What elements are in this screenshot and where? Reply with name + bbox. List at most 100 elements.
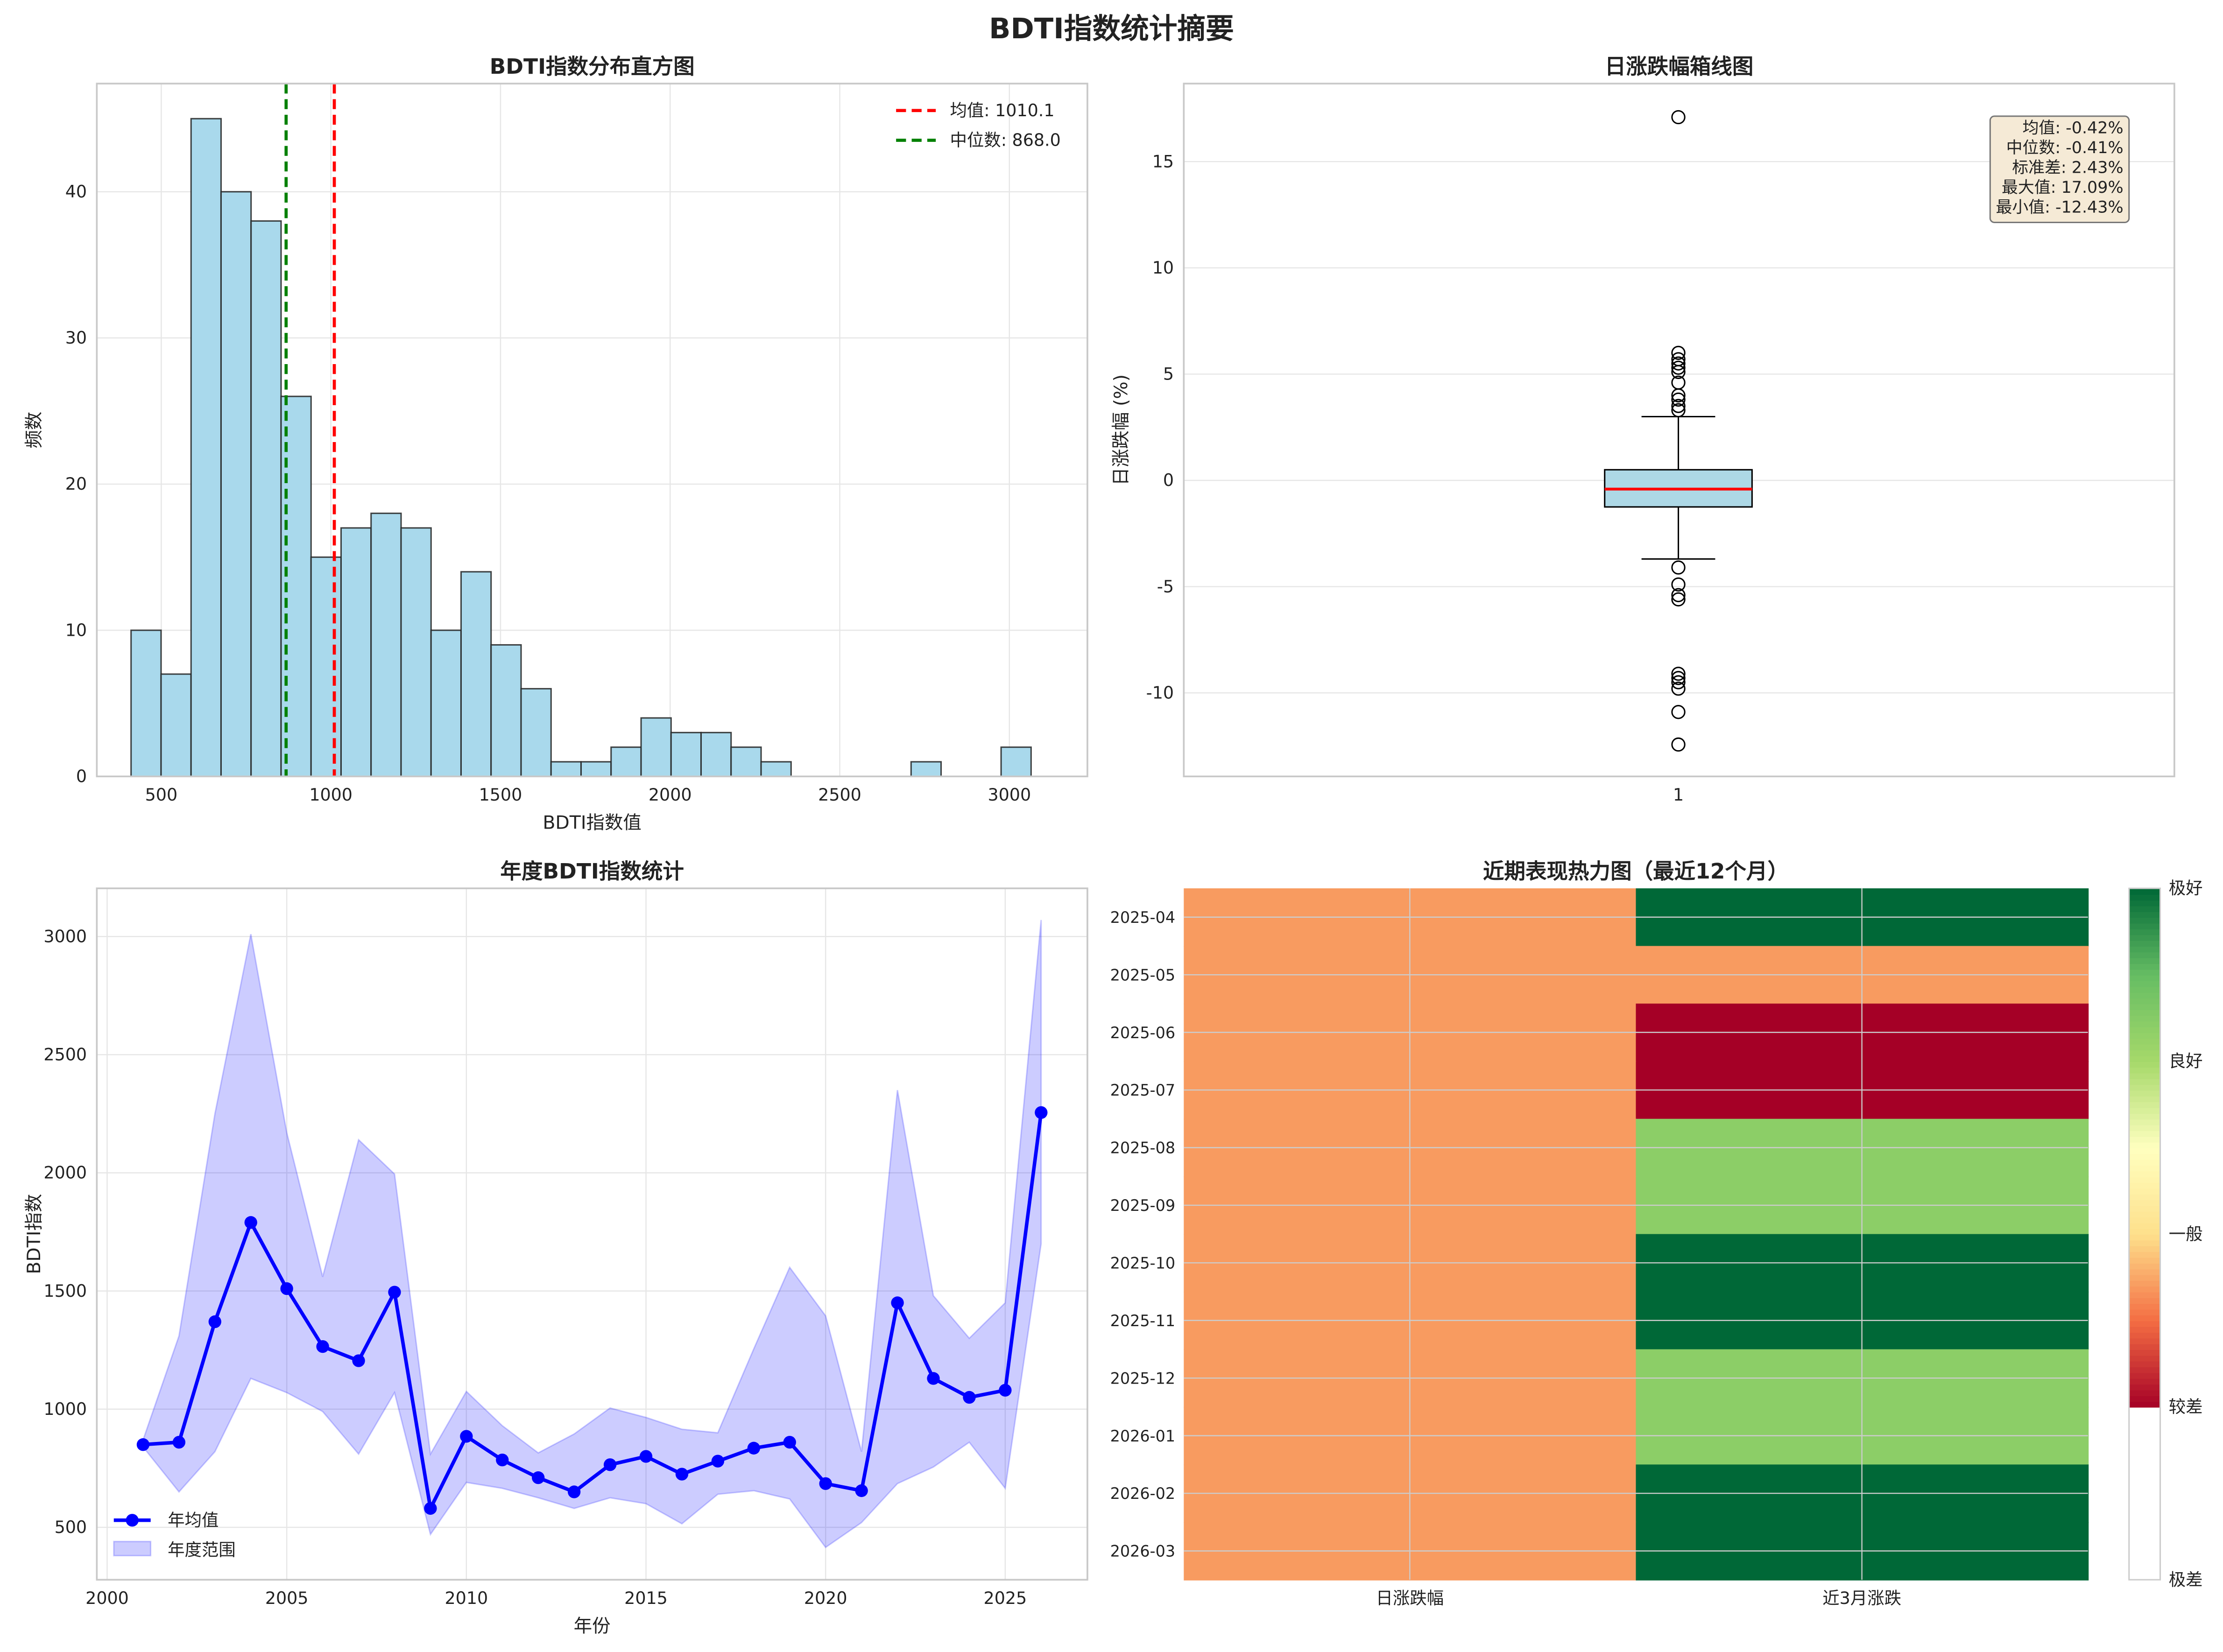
plot-area <box>97 888 1087 1580</box>
histogram-bar <box>340 527 372 777</box>
colorbar-segment <box>2129 1020 2160 1027</box>
colorbar-segment <box>2129 969 2160 976</box>
outlier-point <box>1671 356 1686 371</box>
colorbar-segment <box>2129 1522 2160 1529</box>
y-tick-label: 1000 <box>43 1399 87 1419</box>
histogram-bar <box>700 731 732 777</box>
y-tick-label: 10 <box>65 620 87 640</box>
colorbar-segment <box>2129 1136 2160 1143</box>
colorbar-segment <box>2129 1418 2160 1425</box>
mean-point <box>208 1315 221 1329</box>
colorbar-segment <box>2129 917 2160 924</box>
row-label: 2026-02 <box>1110 1484 1175 1503</box>
y-tick-label: 1500 <box>43 1281 87 1301</box>
colorbar-segment <box>2129 1015 2160 1022</box>
colorbar-segment <box>2129 1153 2160 1160</box>
colorbar-segment <box>2129 1470 2160 1477</box>
colorbar-segment <box>2129 1257 2160 1264</box>
subplot-title: 近期表现热力图（最近12个月） <box>1483 859 1789 884</box>
row-label: 2025-09 <box>1110 1196 1175 1215</box>
colorbar-segment <box>2129 1551 2160 1558</box>
histogram-bar <box>430 629 462 777</box>
colorbar-segment <box>2129 1511 2160 1517</box>
y-tick-label: 10 <box>1152 258 1174 278</box>
histogram-bar <box>310 556 342 777</box>
legend-label: 中位数: 868.0 <box>950 130 1060 150</box>
colorbar-segment <box>2129 1574 2160 1581</box>
y-tick-label: 3000 <box>43 926 87 946</box>
colorbar-segment <box>2129 1459 2160 1465</box>
histogram-bar <box>640 717 672 777</box>
colorbar-segment <box>2129 1142 2160 1148</box>
colorbar-segment <box>2129 1545 2160 1552</box>
x-tick-label: 3000 <box>988 785 1031 805</box>
row-label: 2026-01 <box>1110 1427 1175 1445</box>
colorbar-segment <box>2129 1309 2160 1315</box>
colorbar-segment <box>2129 1090 2160 1097</box>
mean-point <box>963 1391 976 1404</box>
row-label: 2025-04 <box>1110 908 1175 927</box>
mean-point <box>172 1435 186 1449</box>
mean-point <box>891 1296 904 1309</box>
colorbar-segment <box>2129 1263 2160 1270</box>
colorbar-segment <box>2129 1487 2160 1494</box>
colorbar-segment <box>2129 1078 2160 1085</box>
outlier-point <box>1671 737 1686 752</box>
colorbar-segment <box>2129 1297 2160 1304</box>
outlier-point <box>1671 588 1686 603</box>
colorbar-segment <box>2129 1406 2160 1413</box>
colorbar-segment <box>2129 1493 2160 1500</box>
colorbar-segment <box>2129 963 2160 970</box>
colorbar-segment <box>2129 1205 2160 1212</box>
colorbar-segment <box>2129 1355 2160 1362</box>
colorbar-segment <box>2129 1413 2160 1420</box>
colorbar-segment <box>2129 1389 2160 1396</box>
colorbar-segment <box>2129 1159 2160 1166</box>
mean-point <box>711 1455 725 1468</box>
column-label: 日涨跌幅 <box>1376 1588 1444 1608</box>
x-tick-label: 2000 <box>649 785 692 805</box>
colorbar-segment <box>2129 1251 2160 1258</box>
mean-point <box>639 1450 653 1463</box>
histogram-bar <box>910 761 942 777</box>
colorbar-segment <box>2129 1067 2160 1074</box>
colorbar-segment <box>2129 1228 2160 1235</box>
colorbar-segment <box>2129 1182 2160 1189</box>
axes-frame <box>1183 83 2175 778</box>
outlier-point <box>1671 365 1686 380</box>
y-axis-label: 日涨跌幅 (%) <box>1110 374 1132 486</box>
colorbar-segment <box>2129 1009 2160 1016</box>
colorbar-segment <box>2129 928 2160 935</box>
colorbar-segment <box>2129 934 2160 941</box>
colorbar-label: 极差 <box>2169 1569 2203 1589</box>
outlier-point <box>1671 667 1686 681</box>
colorbar-segment <box>2129 1476 2160 1483</box>
colorbar-segment <box>2129 946 2160 953</box>
colorbar-label: 良好 <box>2169 1051 2203 1071</box>
mean-point <box>424 1502 437 1515</box>
colorbar-segment <box>2129 1303 2160 1310</box>
colorbar-segment <box>2129 1049 2160 1056</box>
colorbar-segment <box>2129 1556 2160 1563</box>
histogram-bar <box>160 673 192 777</box>
subplot-title: 日涨跌幅箱线图 <box>1605 54 1754 79</box>
colorbar-segment <box>2129 1118 2160 1125</box>
colorbar-segment <box>2129 1113 2160 1120</box>
colorbar-segment <box>2129 1516 2160 1523</box>
stats-box <box>1989 115 2130 224</box>
colorbar-segment <box>2129 906 2160 912</box>
mean-point <box>675 1468 689 1481</box>
y-axis-label: BDTI指数 <box>23 1194 45 1274</box>
mean-point <box>460 1430 473 1443</box>
outlier-point <box>1671 592 1686 607</box>
figure-title: BDTI指数统计摘要 <box>989 13 1234 45</box>
colorbar-segment <box>2129 1332 2160 1339</box>
colorbar-segment <box>2129 1268 2160 1275</box>
colorbar-label: 极好 <box>2169 878 2203 898</box>
colorbar-segment <box>2129 940 2160 947</box>
x-tick-label: 1500 <box>479 785 522 805</box>
colorbar-segment <box>2129 1084 2160 1091</box>
colorbar-segment <box>2129 1170 2160 1177</box>
x-axis-label: BDTI指数值 <box>543 812 641 834</box>
mean-point <box>388 1286 401 1299</box>
